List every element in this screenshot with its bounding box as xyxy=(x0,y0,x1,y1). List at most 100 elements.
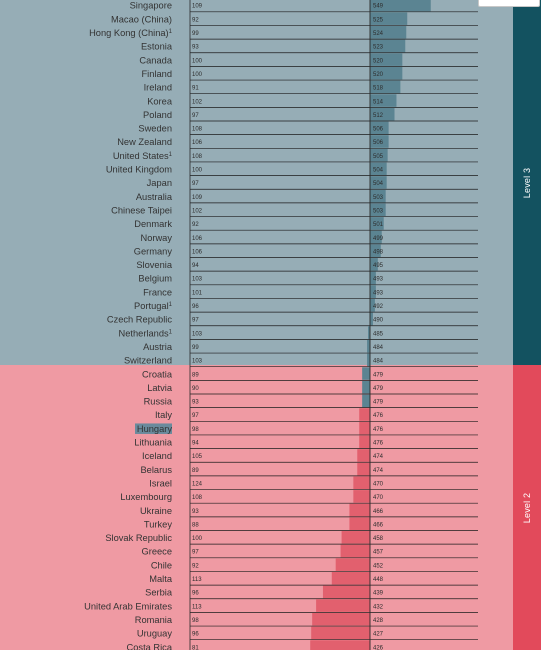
level-3-strip: Level 3 xyxy=(513,0,541,365)
score-value: 466 xyxy=(373,509,384,515)
index-value: 96 xyxy=(192,591,199,597)
score-value: 518 xyxy=(373,86,384,92)
country-label: Latvia xyxy=(147,383,173,393)
score-value: 457 xyxy=(373,550,384,556)
country-label: Korea xyxy=(147,96,173,106)
score-value: 479 xyxy=(373,386,384,392)
bar xyxy=(349,517,370,530)
index-value: 88 xyxy=(192,522,199,528)
bar xyxy=(357,449,370,462)
index-value: 102 xyxy=(192,99,203,105)
score-value: 506 xyxy=(373,127,384,133)
score-value: 525 xyxy=(373,17,384,23)
index-value: 94 xyxy=(192,441,199,447)
country-label: Iceland xyxy=(142,451,172,461)
index-value: 96 xyxy=(192,304,199,310)
score-value: 479 xyxy=(373,372,384,378)
index-value: 108 xyxy=(192,154,203,160)
bar xyxy=(367,339,370,353)
bar xyxy=(370,121,389,135)
bar xyxy=(357,462,370,476)
index-value: 90 xyxy=(192,386,199,392)
index-value: 100 xyxy=(192,58,203,64)
country-label: Uruguay xyxy=(137,629,172,639)
country-label: Israel xyxy=(149,478,172,488)
country-label: Hong Kong (China)1 xyxy=(89,28,173,38)
country-label: Malta xyxy=(149,574,173,584)
index-value: 99 xyxy=(192,345,199,351)
top-overlay-box xyxy=(478,0,540,7)
country-label: Czech Republic xyxy=(107,315,172,325)
score-value: 524 xyxy=(373,31,384,37)
bar xyxy=(335,558,370,571)
score-value: 427 xyxy=(373,632,384,638)
index-value: 100 xyxy=(192,72,203,78)
index-value: 124 xyxy=(192,481,203,487)
bar xyxy=(311,626,370,640)
country-label: Chinese Taipei xyxy=(111,205,172,215)
country-label: Ireland xyxy=(144,83,172,93)
bar xyxy=(370,80,401,94)
bar xyxy=(370,135,389,148)
index-value: 103 xyxy=(192,359,203,365)
country-label: Serbia xyxy=(145,588,173,598)
score-value: 476 xyxy=(373,413,384,419)
index-value: 98 xyxy=(192,618,199,624)
index-value: 109 xyxy=(192,4,203,10)
bar xyxy=(341,531,370,544)
bar xyxy=(370,217,384,230)
index-value: 98 xyxy=(192,427,199,433)
score-value: 490 xyxy=(373,318,384,324)
score-value: 492 xyxy=(373,304,384,310)
index-value: 97 xyxy=(192,550,199,556)
score-value: 523 xyxy=(373,45,384,51)
score-value: 439 xyxy=(373,591,384,597)
score-value: 504 xyxy=(373,168,384,174)
bar xyxy=(353,476,370,490)
country-label: New Zealand xyxy=(117,137,172,147)
bar xyxy=(370,94,397,107)
level-3-band xyxy=(0,0,513,365)
index-value: 92 xyxy=(192,17,199,23)
bar xyxy=(367,353,370,367)
score-value: 505 xyxy=(373,154,384,160)
score-value: 470 xyxy=(373,481,384,487)
index-value: 97 xyxy=(192,413,199,419)
bar xyxy=(370,53,403,66)
score-value: 493 xyxy=(373,290,384,296)
index-value: 89 xyxy=(192,372,199,378)
country-label: Australia xyxy=(136,192,173,202)
index-value: 106 xyxy=(192,140,203,146)
bar xyxy=(370,148,388,162)
country-label: Estonia xyxy=(141,42,173,52)
index-value: 113 xyxy=(192,577,202,583)
country-label: Slovenia xyxy=(136,260,172,270)
bar xyxy=(370,203,386,217)
index-value: 102 xyxy=(192,208,203,214)
bar xyxy=(370,26,407,39)
index-value: 100 xyxy=(192,168,203,174)
bar xyxy=(370,176,387,189)
country-label: Italy xyxy=(155,410,172,420)
score-value: 426 xyxy=(373,645,384,650)
score-value: 470 xyxy=(373,495,384,501)
score-value: 493 xyxy=(373,277,384,283)
bar xyxy=(359,408,370,421)
country-label: Croatia xyxy=(142,369,173,379)
country-label: Sweden xyxy=(138,124,172,134)
bar xyxy=(370,66,403,80)
index-value: 81 xyxy=(192,645,199,650)
score-value: 458 xyxy=(373,536,384,542)
bar xyxy=(370,107,395,121)
country-label: Slovak Republic xyxy=(105,533,172,543)
bar xyxy=(370,312,373,326)
score-value: 484 xyxy=(373,359,384,365)
country-label: Belgium xyxy=(138,274,172,284)
index-value: 103 xyxy=(192,331,203,337)
country-label: Finland xyxy=(142,69,173,79)
index-value: 91 xyxy=(192,86,199,92)
index-value: 100 xyxy=(192,536,203,542)
bar xyxy=(370,299,375,312)
country-label: Netherlands1 xyxy=(119,328,173,338)
